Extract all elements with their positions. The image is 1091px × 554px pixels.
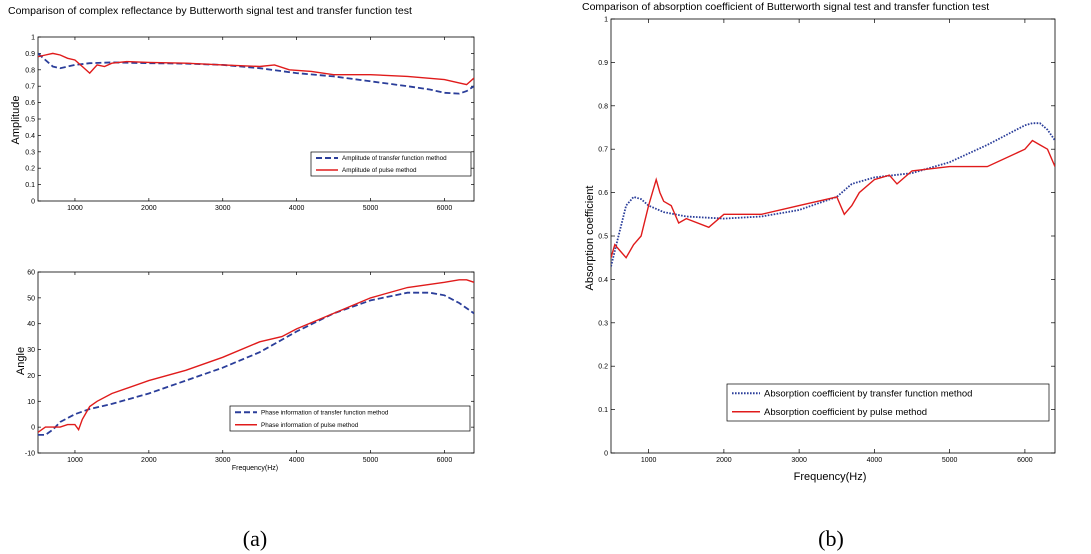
absorption-chart: Comparison of absorption coefficient of … [582,1,1056,483]
amp-x-tick-label: 5000 [363,205,379,212]
amp-y-tick-label: 0.4 [25,133,35,140]
angle-plot-frame [37,271,475,454]
angle-y-tick-label: 40 [27,321,35,328]
abs-x-tick-label: 6000 [1017,457,1033,464]
angle-x-tick-label: 3000 [215,457,231,464]
amp-y-tick-label: 0.6 [25,100,35,107]
caption-a: (a) [243,526,267,551]
abs-y-tick-label: 0.8 [598,103,608,110]
angle-legend: Phase information of transfer function m… [229,405,471,432]
angle-x-tick-label: 5000 [363,457,379,464]
angle-x-tick-label: 6000 [437,457,453,464]
amp-x-tick-label: 4000 [289,205,305,212]
absorption-xlabel: Frequency(Hz) [794,471,867,483]
angle-x-tick-label: 1000 [67,457,83,464]
amp-y-tick-label: 0.2 [25,166,35,173]
angle-y-tick-label: 50 [27,295,35,302]
angle-y-tick-label: 60 [27,270,35,277]
amp-legend-label: Amplitude of pulse method [342,167,417,174]
angle-y-tick-label: 20 [27,373,35,380]
absorption-ylabel: Absorption coefficient [584,186,596,291]
abs-x-tick-label: 5000 [942,457,958,464]
abs-series-pulse-line [611,139,1055,259]
amp-legend-label: Amplitude of transfer function method [342,155,447,162]
abs-y-tick-label: 0.7 [598,147,608,154]
abs-series-transfer-line [611,122,1055,267]
angle-series-pulse-line [38,279,474,433]
amplitude-ylabel: Amplitude [10,96,22,145]
amp-plot-frame [37,36,475,202]
angle-y-tick-label: 30 [27,347,35,354]
amp-y-tick-label: 0.7 [25,84,35,91]
amp-y-tick-label: 1 [31,35,35,42]
abs-x-tick-label: 1000 [641,457,657,464]
angle-chart: Angle Frequency(Hz) 1000 2000 3000 4000 5000… [15,270,475,472]
abs-legend-label: Absorption coefficient by pulse method [764,407,927,418]
abs-y-tick-label: 0.5 [598,234,608,241]
amp-legend: Amplitude of transfer function method Amp… [310,151,472,177]
amp-y-tick-label: 0.9 [25,51,35,58]
abs-legend: Absorption coefficient by transfer funct… [726,383,1050,422]
amp-y-tick-label: 0.1 [25,182,35,189]
angle-x-tick-label: 4000 [289,457,305,464]
abs-x-tick-label: 3000 [791,457,807,464]
angle-y-tick-label: 0 [31,425,35,432]
abs-y-tick-label: 0.2 [598,364,608,371]
amp-series-pulse-line [38,52,474,86]
caption-b: (b) [818,526,844,551]
abs-y-tick-label: 0.9 [598,60,608,67]
amp-series-transfer-line [38,52,474,95]
amp-y-tick-label: 0.5 [25,117,35,124]
amp-x-tick-label: 3000 [215,205,231,212]
abs-x-tick-label: 4000 [867,457,883,464]
abs-legend-label: Absorption coefficient by transfer funct… [764,389,972,400]
amp-x-tick-label: 1000 [67,205,83,212]
angle-x-tick-label: 2000 [141,457,157,464]
amp-y-tick-label: 0.3 [25,149,35,156]
amplitude-chart-title: Comparison of complex reflectance by But… [8,5,412,17]
angle-y-tick-label: -10 [25,451,35,458]
angle-legend-label: Phase information of pulse method [261,422,359,429]
abs-y-tick-label: 0 [604,451,608,458]
amp-y-tick-label: 0.8 [25,67,35,74]
abs-y-tick-label: 0.1 [598,407,608,414]
amp-x-tick-label: 6000 [437,205,453,212]
angle-legend-label: Phase information of transfer function m… [261,409,389,416]
abs-y-tick-label: 1 [604,17,608,24]
amp-x-tick-label: 2000 [141,205,157,212]
abs-y-tick-label: 0.3 [598,320,608,327]
angle-y-tick-label: 10 [27,399,35,406]
abs-y-tick-label: 0.4 [598,277,608,284]
abs-x-tick-label: 2000 [716,457,732,464]
abs-y-tick-label: 0.6 [598,190,608,197]
amplitude-chart: Comparison of complex reflectance by But… [8,5,475,212]
absorption-chart-title: Comparison of absorption coefficient of … [582,1,989,13]
amp-y-tick-label: 0 [31,199,35,206]
angle-xlabel: Frequency(Hz) [232,465,278,472]
angle-series-transfer-line [38,291,474,436]
angle-ylabel: Angle [15,347,27,375]
